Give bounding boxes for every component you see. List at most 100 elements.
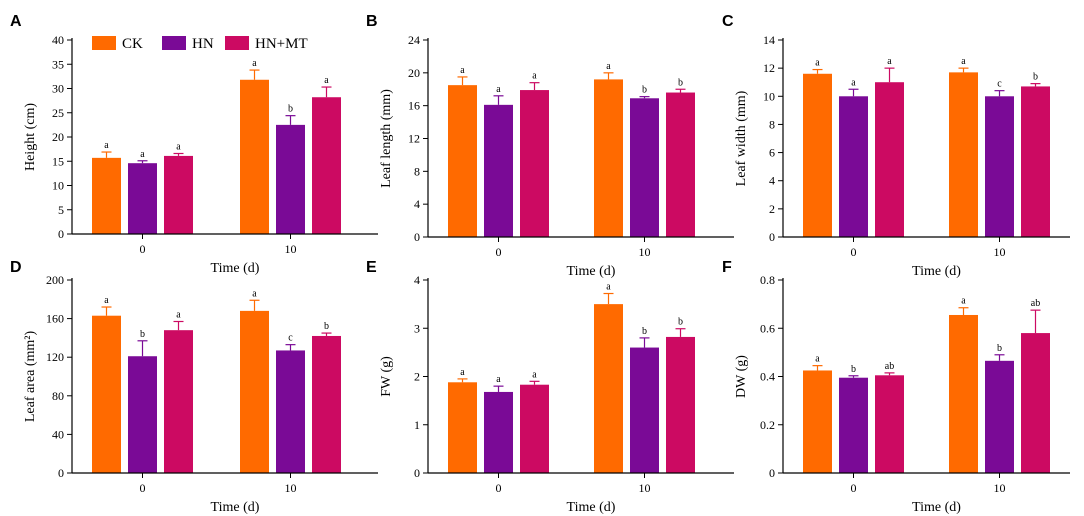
significance-letter: b (678, 317, 683, 328)
y-axis-title: Leaf width (mm) (734, 90, 749, 186)
x-tick-label: 10 (994, 481, 1006, 495)
significance-letter: a (887, 56, 892, 67)
y-tick-label: 10 (763, 89, 775, 103)
x-axis-title: Time (d) (567, 264, 616, 279)
significance-letter: a (815, 58, 820, 69)
bar-ck-t10 (949, 72, 978, 237)
y-tick-label: 0.2 (760, 418, 775, 432)
panel-letter: B (366, 13, 378, 30)
legend-label-ck: CK (122, 36, 143, 52)
panel-d: Da a b c a b 0 40 80 120 160 200 0 10 Time (d) Leaf are… (10, 259, 378, 515)
y-tick-label: 0.4 (760, 370, 775, 384)
x-axis-title: Time (d) (912, 500, 961, 515)
significance-letter: c (288, 333, 293, 344)
y-tick-label: 200 (46, 273, 64, 287)
bar-hn-mt-t10 (312, 97, 341, 234)
y-tick-label: 16 (408, 99, 420, 113)
y-tick-label: 0 (769, 466, 775, 480)
significance-letter: a (140, 149, 145, 160)
bar-hn-mt-t0 (875, 82, 904, 237)
significance-letter: a (532, 71, 537, 82)
bar-hn-t10 (276, 350, 305, 473)
significance-letter: a (104, 295, 109, 306)
x-tick-label: 0 (851, 481, 857, 495)
y-axis-title: DW (g) (734, 355, 749, 398)
significance-letter: b (140, 329, 145, 340)
significance-letter: a (496, 84, 501, 95)
bar-hn-mt-t10 (666, 92, 695, 238)
bar-hn-t0 (128, 356, 157, 473)
bar-hn-t0 (128, 163, 157, 234)
panel-c: Ca a a c a b 0 2 4 6 8 10 12 14 0 10 Time (d) Leaf width … (722, 13, 1070, 279)
significance-letter: a (496, 374, 501, 385)
bar-ck-t10 (594, 79, 623, 238)
x-tick-label: 10 (994, 245, 1006, 259)
bar-hn-mt-t0 (164, 330, 193, 473)
panel-b: Ba a a b a b 0 4 8 12 16 20 24 0 10 Time (d) Leaf length… (366, 13, 734, 279)
legend: CK HN HN+MT (92, 36, 308, 52)
bar-ck-t10 (240, 310, 269, 473)
bar-hn-t10 (276, 124, 305, 234)
bar-ck-t0 (448, 382, 477, 473)
significance-letter: a (176, 141, 181, 152)
x-axis-title: Time (d) (567, 500, 616, 515)
bar-hn-t10 (630, 347, 659, 473)
y-tick-label: 4 (414, 273, 420, 287)
x-tick-label: 0 (140, 242, 146, 256)
y-tick-label: 0 (414, 230, 420, 244)
bar-ck-t10 (594, 304, 623, 473)
bar-hn-t0 (484, 391, 513, 473)
y-axis-title: Leaf length (mm) (379, 89, 394, 188)
y-tick-label: 0 (769, 230, 775, 244)
y-tick-label: 35 (52, 57, 64, 71)
y-tick-label: 0.6 (760, 321, 775, 335)
y-tick-label: 160 (46, 312, 64, 326)
bar-ck-t0 (92, 315, 121, 473)
x-tick-label: 0 (496, 245, 502, 259)
bar-hn-mt-t10 (312, 335, 341, 473)
y-tick-label: 80 (52, 389, 64, 403)
legend-swatch-hn-mt (225, 36, 249, 50)
bar-ck-t0 (803, 73, 832, 238)
x-tick-label: 10 (639, 481, 651, 495)
x-tick-label: 0 (140, 481, 146, 495)
y-tick-label: 5 (58, 203, 64, 217)
significance-letter: ab (1031, 298, 1040, 309)
bar-hn-mt-t0 (520, 90, 549, 237)
y-tick-label: 10 (52, 179, 64, 193)
bar-ck-t10 (240, 79, 269, 235)
y-tick-label: 40 (52, 427, 64, 441)
x-tick-label: 10 (285, 242, 297, 256)
significance-letter: b (642, 85, 647, 96)
y-tick-label: 3 (414, 321, 420, 335)
y-tick-label: 15 (52, 154, 64, 168)
significance-letter: b (288, 104, 293, 115)
y-tick-label: 25 (52, 106, 64, 120)
y-tick-label: 12 (763, 61, 775, 75)
bar-hn-t0 (839, 377, 868, 473)
significance-letter: a (851, 77, 856, 88)
y-axis-title: Height (cm) (23, 103, 38, 171)
bar-hn-mt-t10 (1021, 86, 1050, 237)
y-tick-label: 2 (769, 202, 775, 216)
legend-swatch-hn (162, 36, 186, 50)
significance-letter: b (642, 326, 647, 337)
y-tick-label: 0 (414, 466, 420, 480)
panel-letter: C (722, 13, 734, 30)
legend-swatch-ck (92, 36, 116, 50)
y-tick-label: 6 (769, 146, 775, 160)
y-tick-label: 20 (52, 130, 64, 144)
significance-letter: a (606, 282, 611, 293)
x-axis-title: Time (d) (211, 261, 260, 276)
y-tick-label: 0 (58, 227, 64, 241)
bar-hn-mt-t0 (520, 384, 549, 473)
x-axis-title: Time (d) (912, 264, 961, 279)
bar-hn-mt-t10 (1021, 333, 1050, 473)
bar-ck-t10 (949, 314, 978, 473)
significance-letter: a (460, 65, 465, 76)
y-tick-label: 2 (414, 370, 420, 384)
y-tick-label: 0 (58, 466, 64, 480)
x-tick-label: 10 (639, 245, 651, 259)
panel-a: Aa a a b a a 0 5 10 15 20 25 30 35 40 0 10 Time (d) Height… (10, 13, 378, 276)
